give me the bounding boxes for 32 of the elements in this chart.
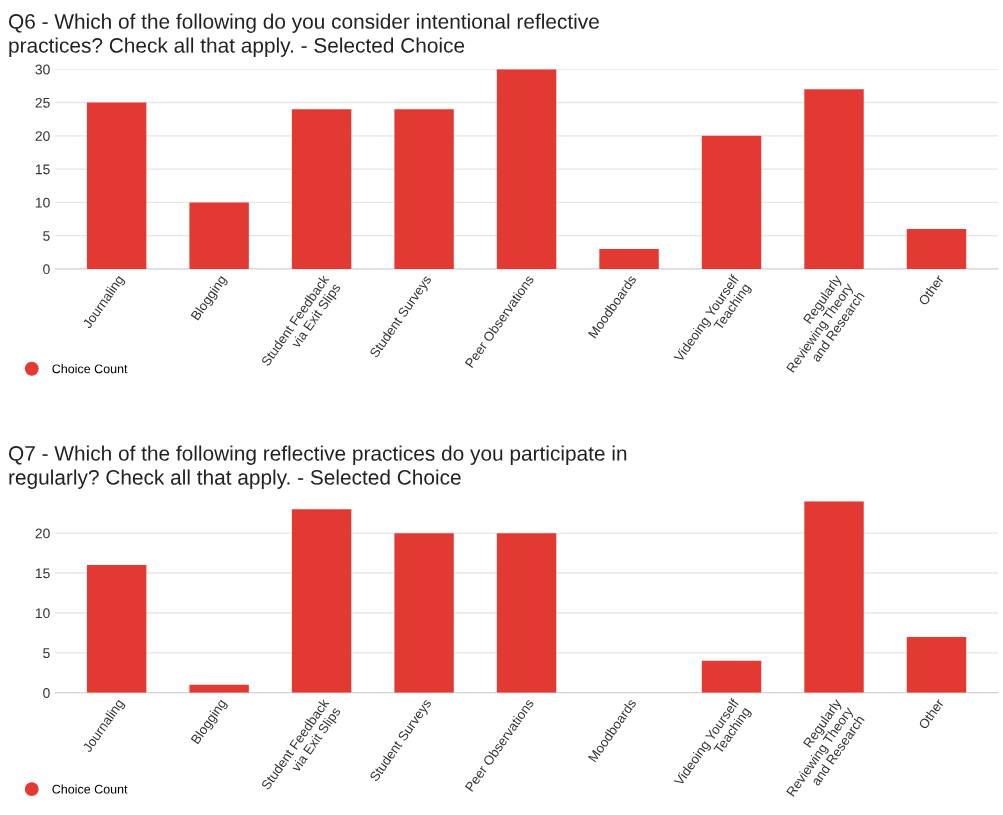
legend-label: Choice Count bbox=[52, 784, 128, 794]
bar bbox=[394, 109, 454, 269]
bar bbox=[291, 109, 352, 269]
bar bbox=[701, 135, 762, 269]
legend-label: Choice Count bbox=[52, 364, 128, 374]
bar bbox=[394, 533, 454, 693]
y-tick-label: 30 bbox=[35, 64, 50, 75]
y-tick-label: 20 bbox=[35, 131, 50, 141]
y-tick-label: 5 bbox=[43, 648, 50, 659]
bar bbox=[599, 248, 659, 269]
bar bbox=[86, 102, 147, 269]
y-tick-label: 5 bbox=[43, 231, 50, 241]
bar bbox=[701, 660, 762, 693]
y-tick-label: 0 bbox=[43, 688, 50, 698]
y-tick-label: 25 bbox=[35, 97, 50, 108]
chart-title: Q7 - Which of the following reflective practices do you participate in regularly? Check all that apply. - Selected Choice bbox=[9, 445, 627, 489]
bar bbox=[906, 229, 967, 269]
y-tick-label: 10 bbox=[35, 608, 50, 619]
bar bbox=[496, 69, 557, 269]
y-tick-label: 0 bbox=[43, 264, 50, 275]
y-tick-label: 15 bbox=[35, 164, 50, 175]
bar bbox=[189, 202, 249, 269]
bar bbox=[804, 501, 864, 693]
bar bbox=[496, 533, 557, 693]
y-tick-label: 20 bbox=[35, 528, 50, 539]
y-tick-label: 10 bbox=[35, 197, 50, 208]
chart-title: Q6 - Which of the following do you consider intentional reflective practices? Check all that apply. - Selected Choice bbox=[9, 13, 599, 57]
bar bbox=[906, 636, 967, 693]
bar bbox=[291, 509, 352, 693]
bar bbox=[86, 565, 147, 693]
y-tick-label: 15 bbox=[35, 568, 50, 579]
bar bbox=[804, 89, 864, 269]
